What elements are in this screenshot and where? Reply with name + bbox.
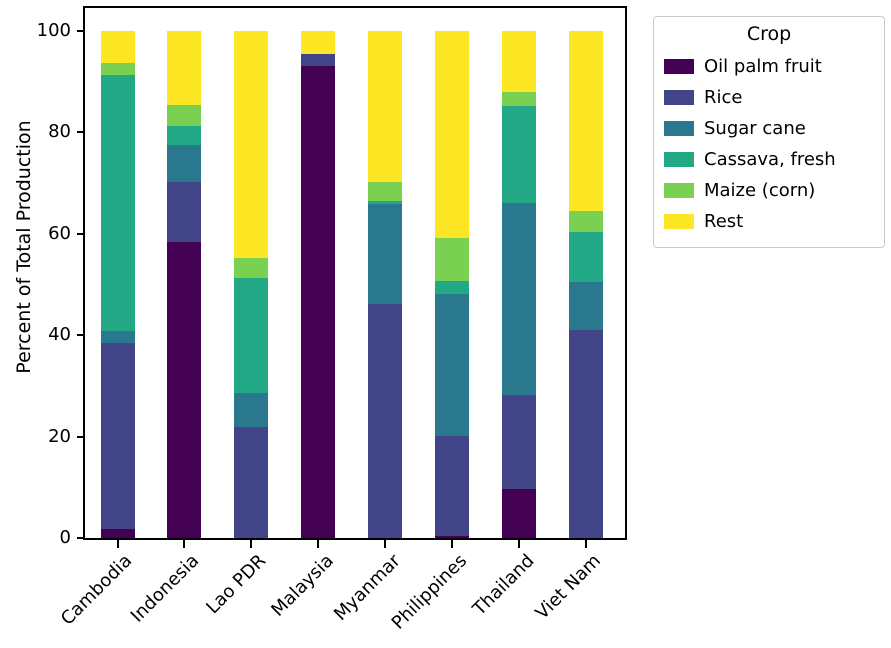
y-tick-20: [77, 435, 85, 438]
bar-segment-indonesia-oil-palm-fruit: [167, 242, 202, 538]
legend-swatch-rice: [664, 90, 694, 105]
bar-segment-cambodia-oil-palm-fruit: [100, 528, 135, 538]
x-tick-malaysia: [317, 540, 320, 548]
bar-segment-viet-nam-cassava-fresh: [568, 232, 603, 282]
bar-segment-lao-pdr-sugar-cane: [234, 392, 269, 428]
legend-item-maize-corn: Maize (corn): [664, 175, 874, 206]
x-tick-label-indonesia: Indonesia: [127, 550, 204, 627]
bar-segment-indonesia-cassava-fresh: [167, 125, 202, 145]
x-tick-cambodia: [116, 540, 119, 548]
legend-label-rest: Rest: [704, 211, 744, 232]
y-tick-label-80: 80: [48, 121, 71, 143]
bar-segment-myanmar-rest: [368, 30, 403, 182]
x-tick-label-malaysia: Malaysia: [266, 550, 338, 621]
bar-segment-thailand-rest: [501, 30, 536, 92]
y-tick-60: [77, 232, 85, 235]
y-tick-100: [77, 29, 85, 32]
bar-segment-indonesia-sugar-cane: [167, 145, 202, 182]
legend-label-maize-corn: Maize (corn): [704, 180, 816, 201]
legend-item-rice: Rice: [664, 82, 874, 113]
bar-segment-lao-pdr-cassava-fresh: [234, 278, 269, 393]
bar-segment-myanmar-maize-corn: [368, 181, 403, 201]
x-tick-lao-pdr: [250, 540, 253, 548]
x-tick-indonesia: [183, 540, 186, 548]
bar-segment-malaysia-rest: [301, 30, 336, 55]
legend-label-oil-palm-fruit: Oil palm fruit: [704, 56, 822, 77]
bar-segment-thailand-maize-corn: [501, 91, 536, 107]
bar-segment-viet-nam-sugar-cane: [568, 281, 603, 330]
bar-segment-malaysia-rice: [301, 54, 336, 67]
bar-segment-malaysia-oil-palm-fruit: [301, 66, 336, 538]
bar-segment-philippines-oil-palm-fruit: [435, 535, 469, 538]
x-tick-thailand: [517, 540, 520, 548]
bar-segment-cambodia-sugar-cane: [100, 330, 135, 344]
bar-segment-indonesia-rest: [167, 30, 202, 106]
bar-segment-thailand-oil-palm-fruit: [501, 488, 536, 538]
bar-segment-myanmar-cassava-fresh: [368, 200, 403, 205]
y-tick-label-0: 0: [59, 527, 71, 548]
y-tick-label-40: 40: [48, 324, 71, 346]
x-tick-myanmar: [384, 540, 387, 548]
legend-swatch-maize-corn: [664, 183, 694, 198]
bar-segment-lao-pdr-rice: [234, 427, 269, 538]
bar-segment-philippines-rest: [435, 30, 469, 239]
legend-swatch-rest: [664, 214, 694, 229]
y-tick-label-20: 20: [48, 425, 71, 447]
x-tick-label-thailand: Thailand: [468, 550, 539, 620]
bar-segment-philippines-sugar-cane: [435, 294, 469, 437]
bar-segment-myanmar-sugar-cane: [368, 204, 403, 304]
bar-segment-myanmar-rice: [368, 303, 403, 538]
bar-segment-philippines-cassava-fresh: [435, 281, 469, 294]
y-tick-label-60: 60: [48, 222, 71, 244]
x-tick-viet-nam: [584, 540, 587, 548]
bar-segment-viet-nam-maize-corn: [568, 210, 603, 233]
x-tick-philippines: [451, 540, 453, 548]
bar-segment-cambodia-rice: [100, 343, 135, 529]
legend-label-rice: Rice: [704, 87, 743, 108]
y-tick-80: [77, 131, 85, 134]
bar-segment-viet-nam-rest: [568, 30, 603, 211]
x-tick-label-viet-nam: Viet Nam: [531, 550, 605, 624]
legend-title: Crop: [746, 23, 792, 45]
y-tick-0: [77, 537, 85, 539]
plot-area: [85, 8, 625, 538]
bar-segment-lao-pdr-maize-corn: [234, 258, 269, 279]
x-tick-label-cambodia: Cambodia: [57, 550, 137, 630]
bar-segment-indonesia-rice: [167, 181, 202, 243]
bar-segment-indonesia-maize-corn: [167, 105, 202, 126]
legend-swatch-oil-palm-fruit: [664, 59, 694, 74]
bar-segment-thailand-cassava-fresh: [501, 106, 536, 204]
legend-label-cassava-fresh: Cassava, fresh: [704, 149, 836, 170]
bar-segment-philippines-rice: [435, 436, 469, 536]
y-tick-40: [77, 334, 85, 337]
bar-segment-cambodia-maize-corn: [100, 63, 135, 75]
legend-swatch-cassava-fresh: [664, 152, 694, 167]
legend-item-cassava-fresh: Cassava, fresh: [664, 144, 874, 175]
bar-segment-cambodia-cassava-fresh: [100, 75, 135, 331]
bar-segment-thailand-rice: [501, 395, 536, 489]
legend-label-sugar-cane: Sugar cane: [704, 118, 806, 139]
legend-items: Oil palm fruit Rice Sugar cane Cassava, fre…: [664, 51, 874, 237]
y-tick-label-100: 100: [36, 19, 71, 41]
bar-segment-philippines-maize-corn: [435, 238, 469, 282]
bar-segment-lao-pdr-rest: [234, 30, 269, 258]
bar-segment-cambodia-rest: [100, 30, 135, 64]
bar-segment-viet-nam-rice: [568, 329, 603, 538]
legend-swatch-sugar-cane: [664, 121, 694, 136]
legend-item-rest: Rest: [664, 206, 874, 237]
legend-item-sugar-cane: Sugar cane: [664, 113, 874, 144]
legend-item-oil-palm-fruit: Oil palm fruit: [664, 51, 874, 82]
bar-segment-thailand-sugar-cane: [501, 203, 536, 395]
x-tick-label-lao-pdr: Lao PDR: [202, 550, 271, 619]
legend: Crop Oil palm fruit Rice Sugar cane Cassava…: [653, 16, 885, 248]
